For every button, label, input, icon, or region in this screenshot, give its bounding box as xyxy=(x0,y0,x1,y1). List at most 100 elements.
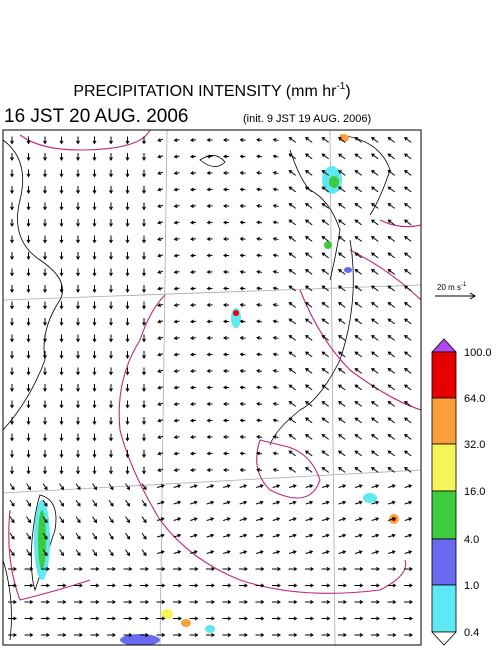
wind-arrow xyxy=(321,600,331,604)
wind-arrow xyxy=(92,219,97,227)
wind-arrow xyxy=(76,384,80,392)
wind-arrow xyxy=(109,367,113,376)
wind-arrow xyxy=(9,549,15,557)
wind-arrow xyxy=(354,252,363,259)
title-close: ) xyxy=(345,83,350,100)
wind-arrow xyxy=(41,583,50,588)
wind-arrow xyxy=(355,517,363,522)
wind-arrow xyxy=(42,499,48,507)
wind-arrow xyxy=(404,236,412,242)
wind-arrow xyxy=(223,451,230,456)
wind-arrow xyxy=(388,550,396,555)
wind-arrow xyxy=(59,136,64,145)
wind-arrow xyxy=(140,616,149,621)
wind-arrow xyxy=(92,334,97,343)
wind-arrow xyxy=(338,500,347,505)
wind-arrow xyxy=(59,466,64,475)
title-exponent: -1 xyxy=(336,81,345,92)
wind-arrow xyxy=(239,303,246,307)
wind-arrow xyxy=(190,517,198,522)
wind-arrow xyxy=(305,517,314,522)
wind-arrow xyxy=(321,467,330,473)
wind-arrow xyxy=(156,633,166,637)
wind-arrow xyxy=(59,318,64,326)
wind-arrow xyxy=(108,549,114,557)
wind-arrow xyxy=(288,252,297,259)
wind-arrow xyxy=(92,301,97,310)
colorbar-label: 16.0 xyxy=(464,486,485,498)
wind-arrow xyxy=(272,517,281,522)
wind-arrow xyxy=(173,402,180,406)
wind-arrow xyxy=(321,318,330,325)
colorbar-label: 0.4 xyxy=(464,627,479,639)
wind-arrow xyxy=(206,336,213,340)
wind-arrow xyxy=(75,516,81,524)
wind-arrow xyxy=(354,269,363,275)
wind-arrow xyxy=(239,237,246,241)
wind-arrow xyxy=(272,600,281,604)
wind-arrow xyxy=(92,351,97,359)
wind-arrow xyxy=(387,219,396,226)
wind-arrow xyxy=(109,384,113,392)
wind-arrow xyxy=(157,336,164,340)
wind-arrow xyxy=(239,138,246,142)
wind-arrow xyxy=(355,533,363,538)
wind-arrow xyxy=(222,600,232,604)
wind-arrow xyxy=(288,236,297,242)
wind-arrow xyxy=(76,417,80,425)
wind-arrow xyxy=(222,567,232,571)
contour xyxy=(379,219,421,228)
wind-arrow xyxy=(256,451,263,456)
wind-arrow xyxy=(59,549,65,557)
wind-arrow xyxy=(90,567,100,571)
wind-arrow xyxy=(288,302,297,308)
wind-arrow xyxy=(10,169,14,178)
wind-arrow xyxy=(387,236,396,242)
wind-arrow xyxy=(173,352,180,357)
wind-arrow xyxy=(288,600,298,604)
wind-arrow xyxy=(288,368,297,374)
wind-arrow xyxy=(272,237,279,241)
wind-arrow xyxy=(404,633,413,637)
wind-arrow xyxy=(76,169,80,178)
wind-arrow xyxy=(59,334,64,343)
wind-arrow xyxy=(206,567,215,571)
wind-arrow xyxy=(255,633,265,637)
wind-arrow xyxy=(256,253,263,258)
wind-arrow xyxy=(404,550,413,555)
wind-arrow xyxy=(321,583,331,588)
wind-arrow xyxy=(338,484,347,489)
wind-arrow xyxy=(141,499,147,507)
wind-arrow xyxy=(173,550,182,555)
wind-arrow xyxy=(157,500,165,505)
rain-area xyxy=(120,634,160,645)
wind-arrow xyxy=(157,550,165,555)
wind-arrow xyxy=(338,186,346,193)
wind-arrow xyxy=(288,401,297,407)
wind-arrow xyxy=(256,286,263,291)
wind-arrow xyxy=(321,269,330,275)
wind-arrow xyxy=(24,583,34,588)
wind-arrow xyxy=(156,583,166,588)
wind-arrow xyxy=(206,286,213,291)
wind-arrow xyxy=(157,369,164,373)
wind-arrow xyxy=(125,202,130,211)
wind-arrow xyxy=(76,136,80,145)
wind-arrow xyxy=(108,532,114,540)
wind-arrow xyxy=(305,467,313,473)
wind-arrow xyxy=(404,351,412,358)
wind-arrow xyxy=(125,549,131,557)
wind-arrow xyxy=(173,385,180,390)
wind-arrow xyxy=(92,169,97,178)
wind-arrow xyxy=(206,270,213,274)
wind-arrow xyxy=(76,268,80,277)
wind-arrow xyxy=(239,369,246,373)
wind-arrow xyxy=(288,583,298,588)
wind-arrow xyxy=(223,270,230,274)
wind-arrow xyxy=(239,154,246,159)
wind-arrow xyxy=(206,352,213,357)
wind-arrow xyxy=(190,484,198,489)
wind-arrow xyxy=(141,516,147,524)
wind-arrow xyxy=(354,170,363,176)
wind-arrow xyxy=(59,516,65,524)
